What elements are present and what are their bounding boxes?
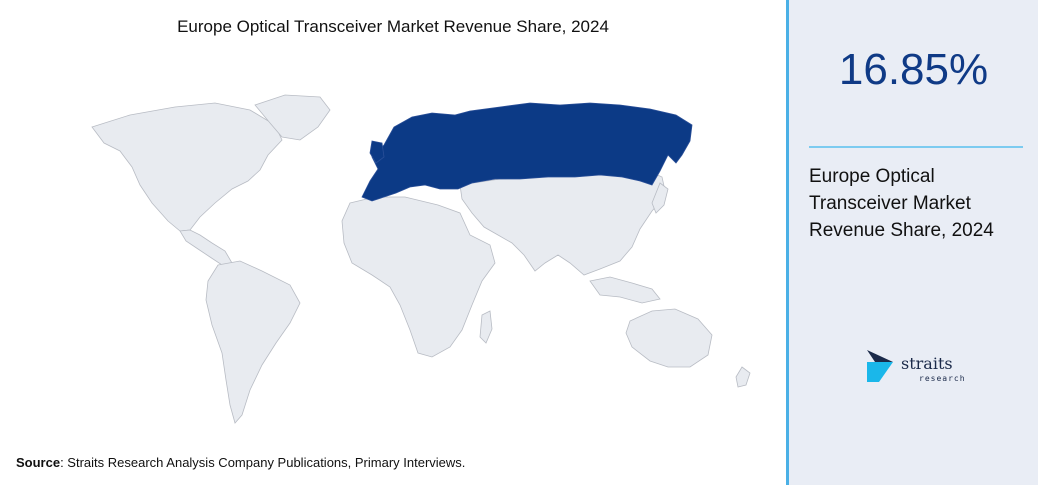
british-isles-region	[369, 140, 385, 164]
japan-region	[651, 182, 669, 214]
straits-logo: straits research	[865, 348, 975, 388]
greenland-region	[254, 94, 331, 141]
australia-region	[625, 308, 713, 368]
source-text: : Straits Research Analysis Company Publ…	[60, 455, 466, 470]
logo-text: straits	[901, 354, 953, 373]
madagascar-region	[479, 310, 493, 344]
logo-subtext: research	[919, 374, 966, 383]
world-map	[91, 94, 751, 424]
chart-title: Europe Optical Transceiver Market Revenu…	[177, 17, 609, 36]
map-panel: Europe Optical Transceiver Market Revenu…	[16, 17, 751, 470]
central-america-region	[179, 229, 233, 266]
south-america-region	[205, 260, 301, 424]
stat-panel: 16.85% Europe Optical Transceiver Market…	[786, 0, 1038, 485]
source-note: Source: Straits Research Analysis Compan…	[16, 455, 465, 470]
logo-arrow-icon	[867, 350, 893, 382]
stat-value: 16.85%	[838, 45, 989, 94]
north-america-region	[91, 102, 283, 232]
southeast-asia-region	[589, 276, 661, 304]
divider	[809, 146, 1023, 148]
stat-description: Europe Optical Transceiver Market Revenu…	[809, 166, 994, 241]
africa-region	[341, 196, 496, 358]
source-label: Source	[16, 455, 61, 470]
new-zealand-region	[735, 366, 751, 388]
europe-highlight-region	[361, 102, 693, 202]
